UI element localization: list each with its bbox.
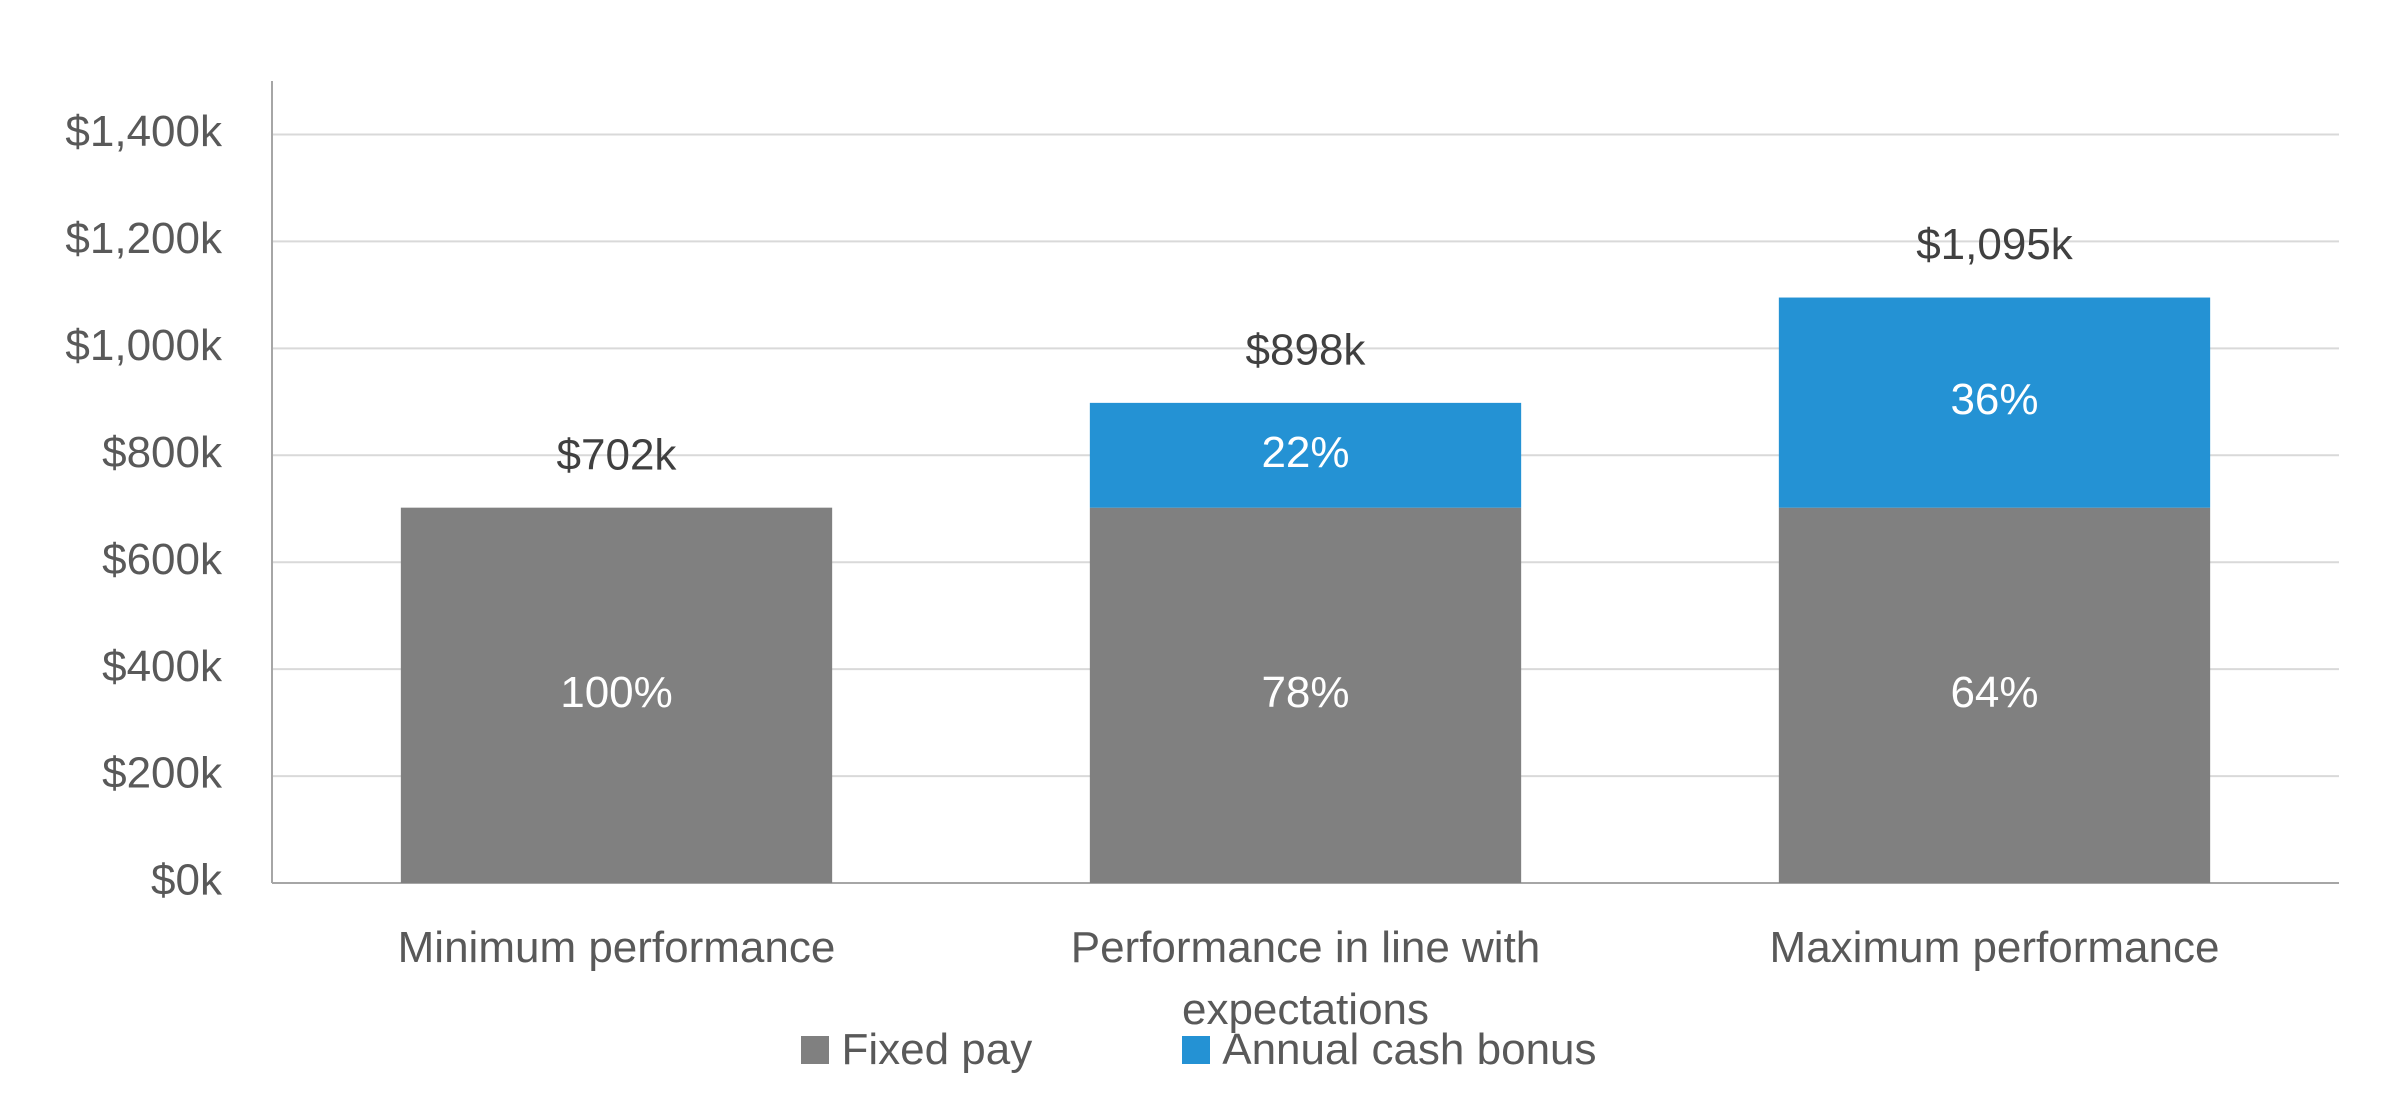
- segment-label: 64%: [1950, 668, 2038, 717]
- y-tick-label: $600k: [102, 535, 223, 584]
- y-tick-label: $200k: [102, 749, 223, 798]
- y-tick-label: $1,400k: [65, 107, 223, 156]
- bar-segment: [1778, 507, 2211, 883]
- y-tick-label: $1,000k: [65, 321, 223, 370]
- legend: Fixed pay Annual cash bonus: [0, 1025, 2398, 1075]
- legend-swatch: [801, 1036, 830, 1064]
- bar-segment: [1089, 507, 1522, 883]
- segment-label: 100%: [560, 668, 673, 717]
- bar-segment: [400, 507, 833, 883]
- legend-swatch: [1182, 1036, 1211, 1064]
- y-tick-label: $800k: [102, 428, 223, 477]
- total-label: $1,095k: [1916, 220, 2074, 269]
- bar-segment: [1778, 297, 2211, 508]
- legend-label: Annual cash bonus: [1222, 1025, 1597, 1074]
- segment-label: 36%: [1950, 375, 2038, 424]
- legend-label: Fixed pay: [841, 1025, 1033, 1074]
- total-label: $702k: [557, 430, 678, 479]
- total-label: $898k: [1246, 325, 1367, 374]
- legend-item: Fixed pay: [801, 1025, 1032, 1075]
- segment-label: 78%: [1261, 668, 1349, 717]
- x-tick-label: Minimum performance: [397, 923, 836, 972]
- y-tick-label: $400k: [102, 642, 223, 691]
- bar-segment: [1089, 402, 1522, 508]
- y-tick-label: $1,200k: [65, 214, 223, 263]
- y-tick-label: $0k: [151, 856, 223, 905]
- legend-item: Annual cash bonus: [1182, 1025, 1597, 1075]
- x-tick-label: Maximum performance: [1769, 923, 2220, 972]
- segment-label: 22%: [1261, 428, 1349, 477]
- x-tick-label: Performance in line with expectations: [1070, 923, 1541, 1034]
